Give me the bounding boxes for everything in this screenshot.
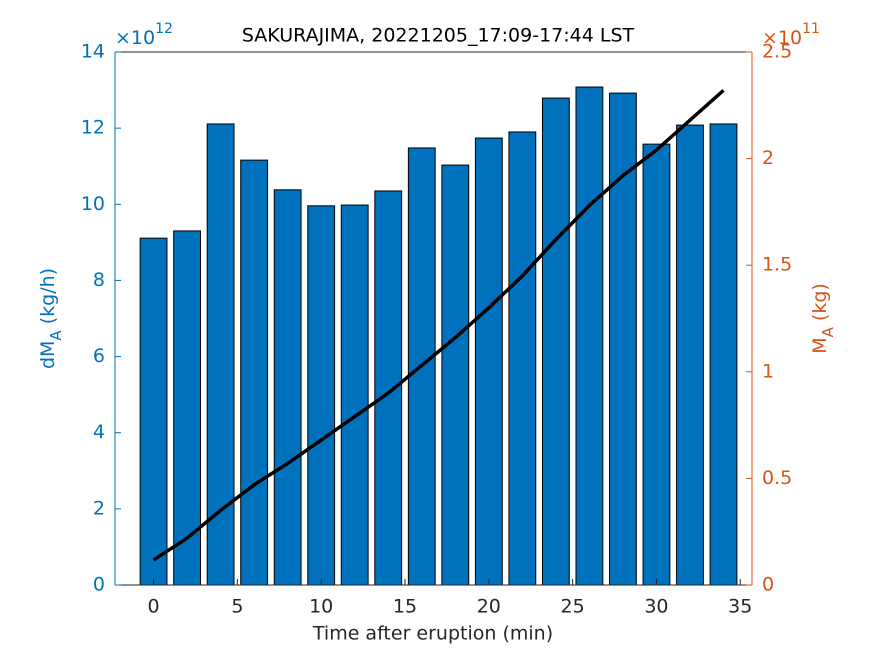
x-tick-label: 20 <box>477 596 501 618</box>
y-axis-label: dMA (kg/h) <box>37 268 65 369</box>
bar <box>340 204 369 586</box>
chart-title: SAKURAJIMA, 20221205_17:09-17:44 LST <box>242 25 635 47</box>
bar <box>575 86 604 586</box>
y-tick-label: 10 <box>81 193 105 215</box>
x-tick-label: 30 <box>644 596 668 618</box>
y2-axis-label-sub: A <box>819 326 837 337</box>
bar <box>206 123 235 586</box>
bar <box>541 97 570 586</box>
y2-axis-label-rest: (kg) <box>809 283 831 327</box>
x-tick-label: 25 <box>561 596 585 618</box>
y2-multiplier: ×1011 <box>762 21 820 49</box>
y-tick-label: 8 <box>93 269 105 291</box>
y2-axis-label-main: M <box>809 337 831 353</box>
y2-tick-label: 2 <box>762 147 774 169</box>
bar <box>273 189 302 586</box>
x-tick-label: 0 <box>148 596 160 618</box>
x-tick-label: 5 <box>231 596 243 618</box>
y-tick-label: 4 <box>93 421 105 443</box>
bar <box>374 190 403 586</box>
x-tick-label: 35 <box>728 596 752 618</box>
x-tick-label: 10 <box>309 596 333 618</box>
bar <box>307 205 336 586</box>
x-axis-label: Time after eruption (min) <box>312 623 553 645</box>
bar <box>642 143 671 586</box>
y-tick-label: 6 <box>93 345 105 367</box>
y-tick-label: 0 <box>93 574 105 596</box>
y2-multiplier-base: ×10 <box>762 27 802 49</box>
x-tick-label: 15 <box>393 596 417 618</box>
bar <box>474 137 503 586</box>
bar <box>709 123 738 586</box>
y-tick-label: 14 <box>81 41 105 63</box>
y-axis-label-sub: A <box>47 330 65 341</box>
bar <box>173 230 201 586</box>
y2-axis-label: MA (kg) <box>809 283 837 354</box>
y-axis-label-main: dM <box>37 341 59 369</box>
bar <box>240 159 269 586</box>
y2-tick-label: 1.5 <box>762 254 792 276</box>
y-tick-label: 12 <box>81 117 105 139</box>
y-multiplier-base: ×10 <box>115 27 155 49</box>
y2-multiplier-exponent: 11 <box>802 21 820 37</box>
y2-tick-label: 2.5 <box>762 41 792 63</box>
y-multiplier: ×1012 <box>115 21 173 49</box>
y2-tick-label: 0.5 <box>762 467 792 489</box>
bar <box>139 237 168 586</box>
bar <box>441 164 470 586</box>
y2-tick-label: 0 <box>762 574 774 596</box>
bar <box>508 131 537 586</box>
line <box>152 89 725 562</box>
y-tick-label: 2 <box>93 497 105 519</box>
y2-tick-label: 1 <box>762 360 774 382</box>
bar <box>676 124 704 586</box>
y-axis-label-rest: (kg/h) <box>37 268 59 330</box>
y-multiplier-exponent: 12 <box>155 21 173 37</box>
